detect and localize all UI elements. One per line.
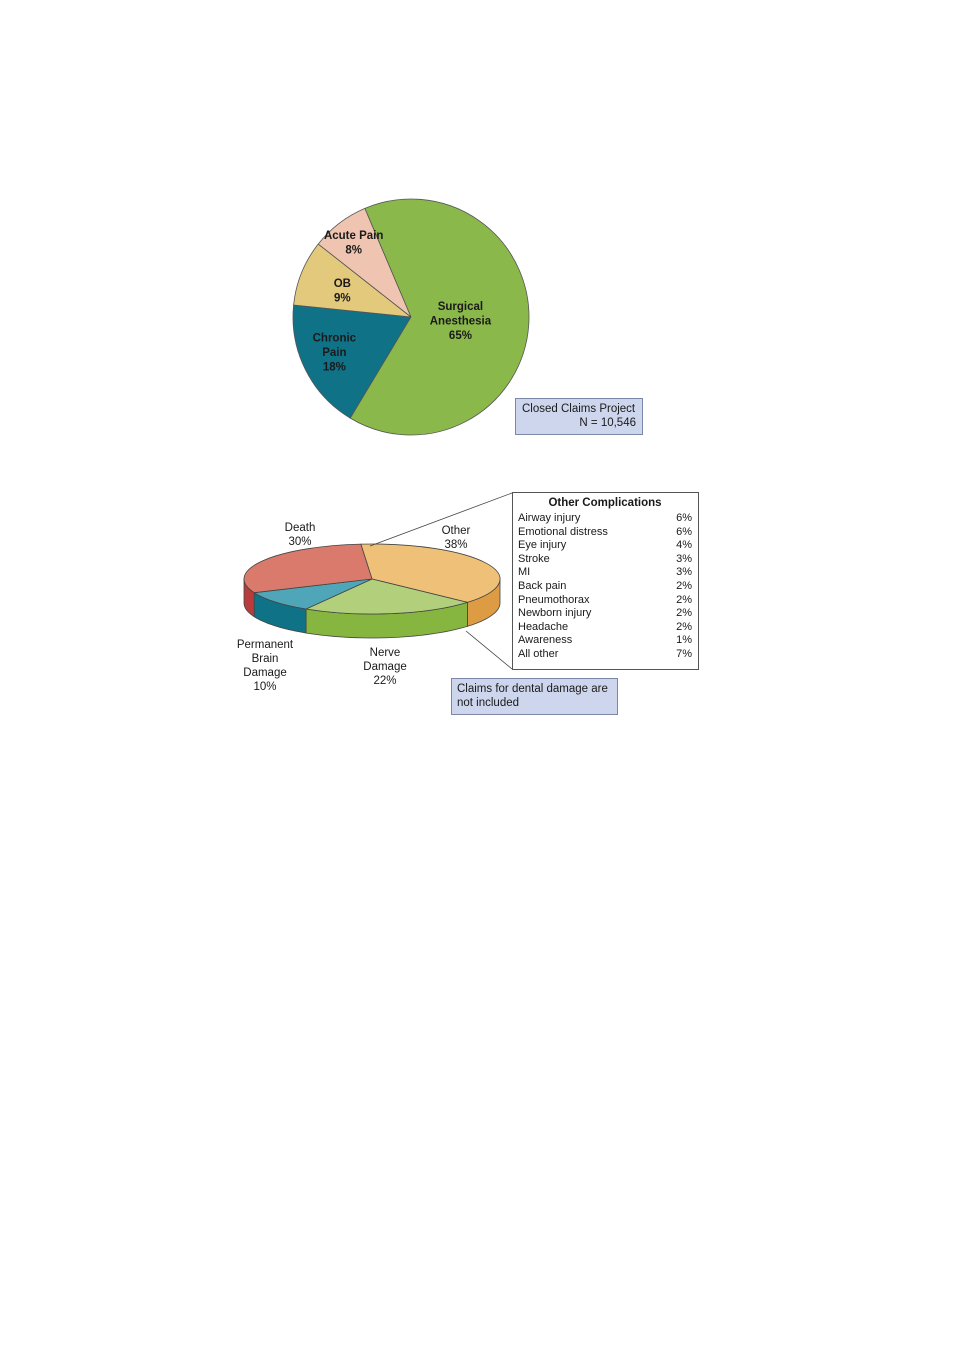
complication-row: Airway injury 6% — [518, 512, 692, 526]
complication-row: Emotional distress 6% — [518, 526, 692, 540]
complication-label: Back pain — [518, 579, 567, 592]
complication-row: MI 3% — [518, 566, 692, 580]
complication-row: Eye injury 4% — [518, 539, 692, 553]
complication-row: Headache 2% — [518, 621, 692, 635]
complication-value: 2% — [676, 607, 692, 620]
connector-line — [465, 630, 513, 670]
complication-row: All other 7% — [518, 648, 692, 662]
slice-label-surgical-anesthesia: Surgical Anesthesia 65% — [430, 301, 492, 342]
complication-label: Airway injury — [518, 512, 581, 524]
complication-label: Pneumothorax — [518, 593, 590, 606]
slice-label-acute-pain: Acute Pain 8% — [324, 230, 383, 257]
complications-pie-chart: Other 38% Nerve Damage 22% Permanent Brain Dama… — [237, 492, 513, 693]
complication-value: 3% — [676, 566, 692, 579]
connector-line — [369, 492, 513, 547]
note-line: Closed Claims Project — [522, 403, 636, 415]
pie-slice-surgical-anesthesia — [349, 198, 530, 436]
complication-value: 4% — [676, 539, 692, 552]
dental-damage-note: Claims for dental damage are not include… — [451, 678, 618, 715]
pie-slice-nerve-damage — [304, 578, 469, 615]
slice-label-nerve-damage: Nerve Damage 22% — [363, 647, 406, 687]
slice-label-permanent-brain-damage: Permanent Brain Damage 10% — [237, 639, 294, 693]
note-line: Claims for dental damage are — [457, 683, 608, 695]
pie-slice-permanent-brain-damage — [253, 578, 373, 610]
pie-slice-chronic-pain — [292, 304, 412, 419]
complication-label: All other — [518, 647, 559, 660]
complication-value: 2% — [676, 620, 692, 633]
complication-label: MI — [518, 566, 531, 579]
slice-label-ob: OB 9% — [334, 278, 351, 305]
complication-value: 2% — [676, 579, 692, 592]
complication-label: Newborn injury — [518, 607, 592, 620]
note-line: not included — [457, 697, 520, 709]
slice-label-other: Other 38% — [442, 525, 471, 551]
complication-label: Eye injury — [518, 539, 567, 552]
other-complications-table: Other Complications Airway injury 6% Emoti… — [512, 492, 699, 670]
complication-value: 2% — [676, 593, 692, 606]
complication-row: Pneumothorax 2% — [518, 594, 692, 608]
complication-value: 1% — [676, 634, 692, 647]
complication-label: Stroke — [518, 552, 550, 565]
complication-label: Awareness — [518, 634, 573, 647]
pie-slice-other — [360, 543, 501, 603]
slice-label-death: Death 30% — [285, 522, 316, 548]
complication-row: Back pain 2% — [518, 580, 692, 594]
pie-slice-death — [243, 543, 373, 594]
complication-value: 7% — [676, 647, 692, 660]
other-complications-title: Other Complications — [548, 497, 662, 509]
complication-row: Awareness 1% — [518, 634, 692, 648]
complication-value: 6% — [676, 512, 692, 524]
complication-label: Headache — [518, 620, 569, 633]
complication-value: 3% — [676, 552, 692, 565]
closed-claims-note: Closed Claims Project N = 10,546 — [515, 398, 643, 435]
complication-label: Emotional distress — [518, 525, 608, 538]
slice-label-chronic-pain: Chronic Pain 18% — [313, 332, 357, 373]
complication-row: Newborn injury 2% — [518, 607, 692, 621]
complication-value: 6% — [676, 525, 692, 538]
claims-pie-chart: Chronic Pain 18% OB 9% Acute Pain 8% Surgical An… — [292, 198, 530, 436]
note-line: N = 10,546 — [579, 417, 636, 429]
complication-row: Stroke 3% — [518, 553, 692, 567]
